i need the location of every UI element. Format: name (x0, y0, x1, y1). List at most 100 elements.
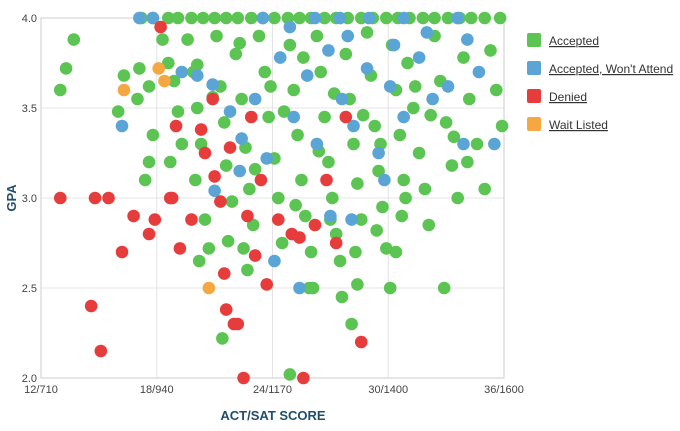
y-tick-label: 4.0 (22, 13, 37, 25)
data-point (293, 281, 306, 295)
data-point (260, 278, 274, 291)
data-point (138, 173, 152, 187)
data-point (370, 224, 383, 237)
x-tick-label: 36/1600 (484, 384, 524, 396)
data-point (489, 83, 503, 97)
data-point (451, 191, 465, 205)
data-point (298, 209, 312, 223)
data-point (426, 92, 439, 106)
legend-swatch (527, 117, 541, 131)
legend-swatch (527, 61, 541, 75)
data-point (470, 137, 484, 151)
data-point (283, 20, 297, 34)
data-point (142, 80, 156, 93)
data-point (493, 11, 507, 25)
data-point (115, 245, 129, 259)
data-point (233, 164, 247, 178)
data-point (262, 110, 275, 124)
x-axis-title: ACT/SAT SCORE (220, 408, 326, 423)
legend: Accepted Accepted, Won't Attend Denied Wait… (527, 33, 673, 132)
x-tick-label: 24/1170 (253, 384, 292, 396)
data-point (185, 11, 198, 25)
data-point (287, 83, 301, 97)
data-point (372, 164, 385, 178)
data-point (283, 38, 297, 52)
data-point (171, 11, 185, 25)
data-point (244, 11, 258, 25)
data-point (322, 44, 335, 57)
data-point (133, 11, 146, 25)
series-0 (53, 11, 509, 381)
data-point (190, 58, 204, 72)
data-point (158, 74, 171, 88)
data-point (441, 80, 455, 93)
data-point (354, 213, 368, 226)
data-point (246, 218, 260, 232)
data-point (268, 11, 281, 25)
data-point (243, 182, 256, 196)
legend-label[interactable]: Wait Listed (549, 118, 608, 132)
data-point (335, 92, 349, 106)
data-point (287, 110, 301, 124)
data-point (457, 51, 470, 64)
data-point (484, 44, 497, 57)
data-point (190, 101, 204, 115)
data-point (360, 26, 374, 39)
data-point (156, 33, 169, 46)
data-point (397, 173, 410, 187)
data-point (447, 130, 461, 144)
data-point (241, 209, 254, 223)
data-point (235, 92, 248, 106)
data-point (424, 108, 437, 122)
data-point (418, 182, 432, 196)
data-point (428, 11, 441, 25)
data-point (322, 155, 335, 169)
data-point (231, 317, 245, 331)
data-point (167, 74, 181, 88)
data-point (347, 137, 360, 151)
data-point (235, 132, 248, 145)
data-point (329, 236, 343, 250)
data-point (59, 62, 73, 75)
legend-label[interactable]: Denied (549, 90, 587, 104)
data-point (462, 92, 476, 106)
data-point (345, 213, 358, 226)
data-point (293, 11, 306, 25)
data-point (175, 137, 189, 151)
data-point (162, 11, 175, 25)
legend-label[interactable]: Accepted (549, 34, 599, 48)
data-point (372, 146, 385, 160)
data-point (152, 62, 165, 75)
data-point (53, 191, 67, 205)
legend-label[interactable]: Accepted, Won't Attend (549, 62, 673, 76)
data-point (318, 11, 331, 25)
data-point (339, 47, 353, 61)
legend-swatch (527, 89, 541, 103)
data-point (219, 303, 233, 316)
data-point (67, 33, 81, 46)
data-point (206, 78, 219, 91)
y-tick-label: 2.5 (22, 283, 37, 295)
data-point (333, 11, 347, 25)
data-point (387, 38, 401, 52)
data-point (341, 29, 355, 43)
x-tick-labels: 12/710 18/940 24/1170 30/1400 36/1600 (24, 384, 524, 396)
data-point (310, 29, 324, 43)
data-point (360, 62, 374, 75)
data-point (314, 65, 328, 79)
data-point (464, 11, 478, 25)
data-point (283, 368, 297, 381)
data-point (347, 119, 360, 133)
data-point (333, 254, 347, 268)
data-point (117, 83, 131, 97)
data-point (268, 254, 281, 268)
data-point (351, 278, 364, 291)
data-point (142, 227, 156, 241)
data-point (461, 155, 474, 169)
data-point (256, 11, 270, 25)
data-point (345, 317, 358, 331)
data-point (478, 182, 492, 196)
data-point (131, 92, 144, 106)
data-point (252, 29, 266, 43)
data-point (351, 177, 364, 190)
